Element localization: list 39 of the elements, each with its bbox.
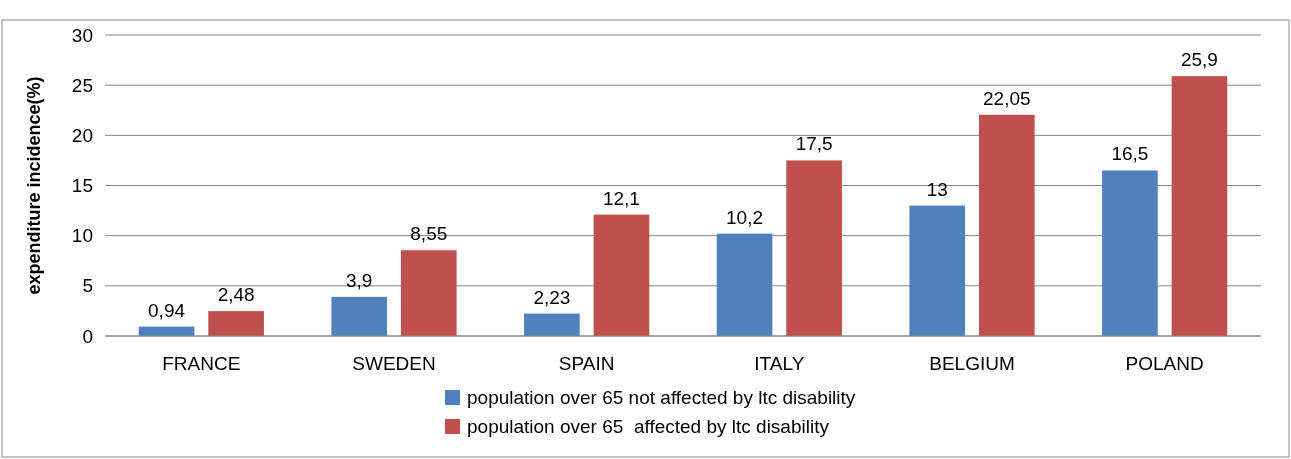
data-label: 13	[926, 178, 948, 200]
data-label: 8,55	[410, 223, 448, 245]
data-label: 12,1	[602, 187, 640, 209]
x-tick-label: BELGIUM	[929, 353, 1015, 374]
x-tick-label: SPAIN	[558, 353, 615, 374]
bar	[716, 233, 773, 336]
y-tick-label: 15	[71, 175, 93, 197]
bar	[978, 114, 1035, 336]
data-label: 17,5	[795, 133, 833, 155]
bar	[593, 214, 650, 336]
bar	[400, 250, 457, 336]
data-label: 16,5	[1111, 143, 1149, 165]
y-tick-label: 30	[71, 24, 93, 46]
data-label: 2,23	[533, 286, 571, 308]
bar	[909, 205, 966, 336]
data-label: 25,9	[1180, 49, 1218, 71]
y-tick-label: 0	[82, 325, 93, 347]
bar	[1102, 170, 1158, 336]
y-tick-label: 20	[71, 124, 93, 146]
bar	[1171, 76, 1228, 336]
data-label: 3,9	[346, 269, 373, 291]
x-tick-label: FRANCE	[162, 353, 241, 374]
bar	[524, 313, 580, 336]
x-tick-label: POLAND	[1125, 353, 1204, 374]
y-tick-label: 5	[82, 275, 93, 297]
data-label: 0,94	[148, 299, 186, 321]
y-tick-label: 10	[71, 225, 93, 247]
legend-label: population over 65 affected by ltc disability	[467, 416, 830, 437]
bar	[786, 160, 842, 336]
y-axis-title: expenditure incidence(%)	[24, 76, 44, 295]
bar	[208, 311, 264, 336]
legend-label: population over 65 not affected by ltc disability	[467, 387, 856, 408]
data-label: 2,48	[217, 284, 255, 306]
bar	[331, 296, 388, 336]
data-label: 10,2	[726, 206, 764, 228]
y-tick-label: 25	[71, 74, 93, 96]
data-label: 22,05	[983, 87, 1031, 109]
x-tick-label: SWEDEN	[352, 353, 436, 374]
x-tick-label: ITALY	[754, 353, 805, 374]
